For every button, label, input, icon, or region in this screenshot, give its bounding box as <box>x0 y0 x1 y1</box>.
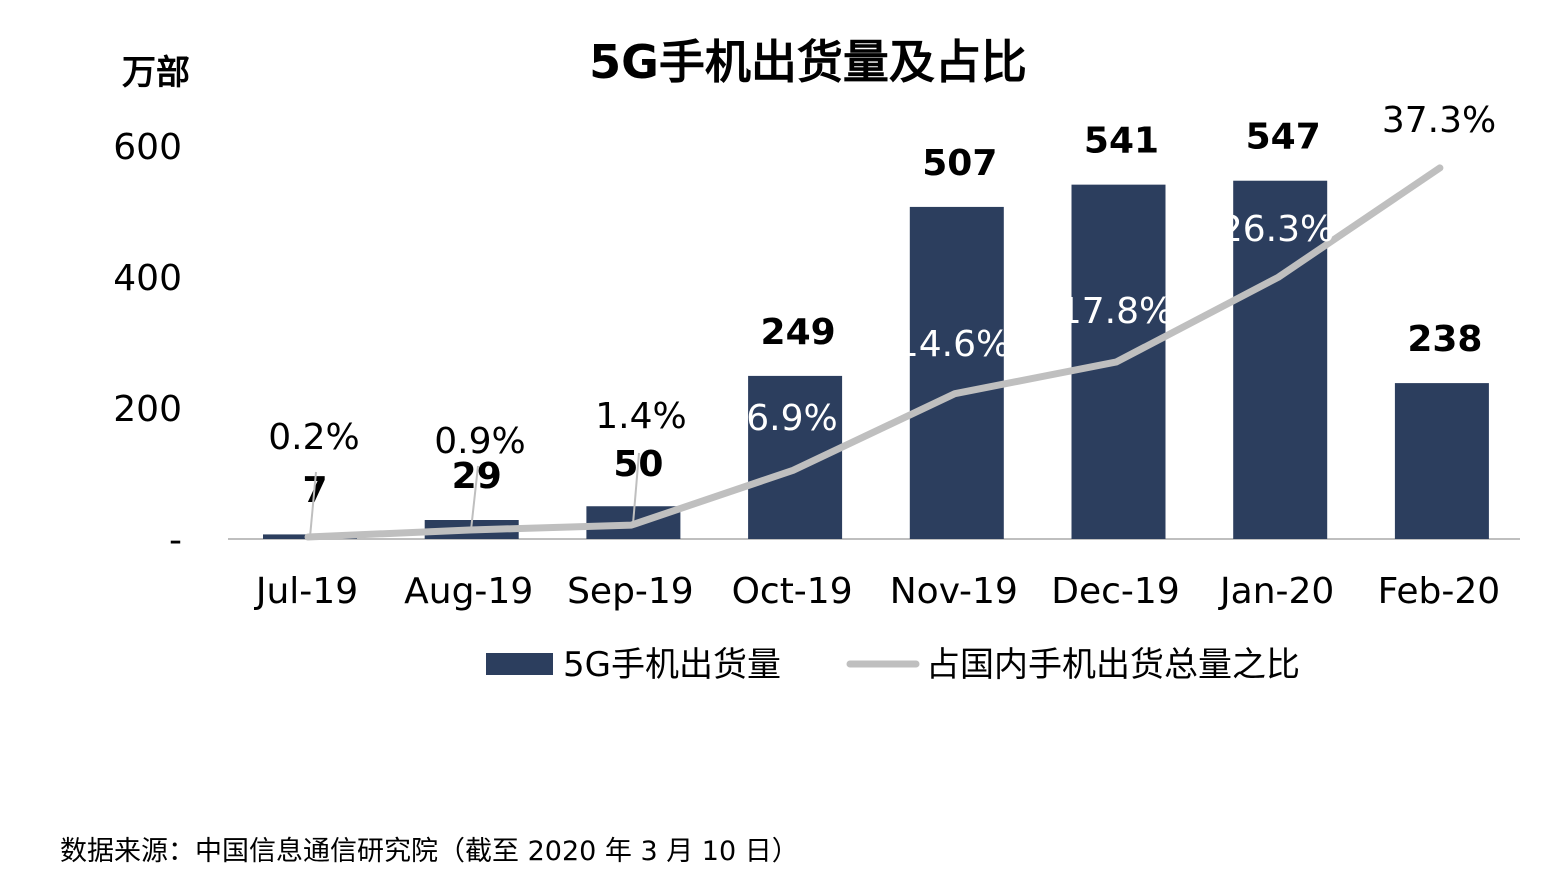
share-value-label: 0.2% <box>268 417 359 458</box>
bar-value-label: 249 <box>761 312 836 353</box>
y-axis-ticks: - 200 400 600 <box>113 127 182 561</box>
share-value-label: 17.8% <box>1059 291 1173 332</box>
x-tick-label: Oct-19 <box>732 571 853 612</box>
source-note: 数据来源：中国信息通信研究院（截至 2020 年 3 月 10 日） <box>60 836 799 867</box>
share-line <box>304 164 1444 541</box>
legend-bar-swatch <box>486 653 553 675</box>
x-tick-label: Jan-20 <box>1218 571 1334 612</box>
share-value-labels: 0.2% 0.9% 1.4% 6.9% 14.6% 17.8% 26.3% 37.3% <box>268 100 1496 462</box>
legend-bar-label: 5G手机出货量 <box>563 645 781 685</box>
y-tick-label: - <box>169 520 182 561</box>
bar-value-label: 238 <box>1407 319 1482 360</box>
bar-value-label: 507 <box>922 143 997 184</box>
x-tick-label: Feb-20 <box>1378 571 1501 612</box>
bar <box>1233 180 1328 539</box>
legend-line-label: 占国内手机出货总量之比 <box>926 645 1300 685</box>
legend: 5G手机出货量 占国内手机出货总量之比 <box>486 645 1300 685</box>
share-value-label: 0.9% <box>434 421 525 462</box>
leader-line <box>470 465 479 531</box>
share-value-label: 6.9% <box>746 398 837 439</box>
y-tick-label: 600 <box>113 127 182 168</box>
bar <box>1394 383 1489 539</box>
chart-title: 5G手机出货量及占比 <box>589 35 1027 89</box>
x-axis-ticks: Jul-19 Aug-19 Sep-19 Oct-19 Nov-19 Dec-19 Jan-… <box>254 571 1500 612</box>
x-tick-label: Sep-19 <box>567 571 694 612</box>
leader-lines <box>309 452 640 538</box>
share-value-label: 37.3% <box>1382 100 1496 141</box>
bar-value-label: 547 <box>1246 117 1321 158</box>
bar <box>909 206 1004 540</box>
share-value-label: 26.3% <box>1220 209 1334 250</box>
y-tick-label: 400 <box>113 258 182 299</box>
leader-line <box>309 471 317 538</box>
x-tick-label: Nov-19 <box>890 571 1018 612</box>
share-value-label: 14.6% <box>896 324 1010 365</box>
x-tick-label: Jul-19 <box>254 571 358 612</box>
bar-value-label: 541 <box>1084 121 1159 162</box>
y-axis-unit: 万部 <box>122 53 190 93</box>
share-value-label: 1.4% <box>595 396 686 437</box>
y-tick-label: 200 <box>113 389 182 430</box>
bar-value-labels: 72950249507541547238 <box>302 117 1482 511</box>
leader-line <box>632 452 640 525</box>
x-tick-label: Aug-19 <box>404 571 533 612</box>
x-tick-label: Dec-19 <box>1051 571 1179 612</box>
